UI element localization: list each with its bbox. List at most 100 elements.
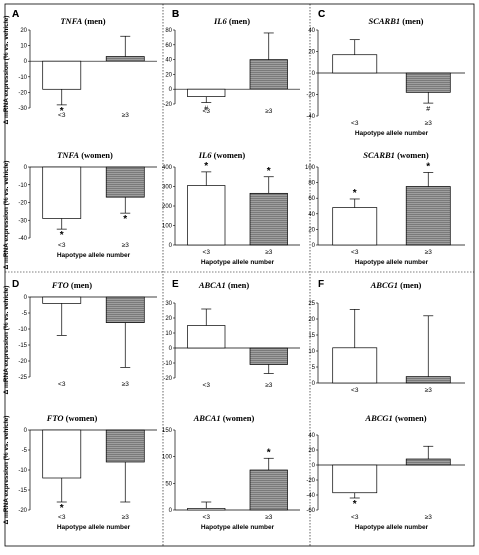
sex-group: (men) <box>227 16 251 26</box>
panel-label-a: A <box>12 9 19 20</box>
y-tick-label: 40 <box>165 58 172 64</box>
chart-panel-7: -25 -20 -15 -10 -5 0 <3 ≥3 FTO (men) D <box>12 279 157 388</box>
y-tick-label: 20 <box>165 316 172 322</box>
y-tick-label: -30 <box>18 106 27 112</box>
figure-frame <box>4 3 475 547</box>
panel-label-b: B <box>172 9 179 20</box>
bar-lt3 <box>187 325 226 349</box>
y-tick-label: -20 <box>18 359 27 365</box>
chart-panel-1: -30 -20 -10 0 10 20 *<3 ≥3 TNFA (men) A <box>12 9 157 119</box>
sex-group: (women) <box>221 413 255 423</box>
gene-name: TNFA <box>57 150 79 160</box>
x-axis-label: Hapotype allele number <box>57 524 131 531</box>
bar-lt3 <box>187 88 226 97</box>
x-axis-label: Hapotype allele number <box>355 130 429 137</box>
bar-ge3 <box>105 296 145 323</box>
gene-name: FTO <box>46 413 64 423</box>
sex-group: (women) <box>211 150 245 160</box>
y-tick-label: -20 <box>18 508 27 514</box>
y-tick-label: 0 <box>169 87 173 93</box>
y-tick-label: -10 <box>163 361 172 367</box>
chart-title: ABCA1 (women) <box>193 413 255 423</box>
y-tick-label: -25 <box>18 375 27 381</box>
y-tick-label: 0 <box>169 508 173 514</box>
significance-marker: * <box>60 503 64 514</box>
category-label: <3 <box>351 387 359 394</box>
y-tick-label: -10 <box>18 183 27 189</box>
y-tick-label: 40 <box>308 28 315 34</box>
y-axis-label: Δ mRNA expression (% vs. vehicle) <box>3 161 10 270</box>
category-label: ≥3 <box>425 249 433 256</box>
category-label: <3 <box>351 514 359 521</box>
y-tick-label: 100 <box>162 455 173 461</box>
category-label: <3 <box>203 382 211 389</box>
chart-title: FTO (men) <box>51 280 92 290</box>
bar-lt3 <box>187 185 226 246</box>
panel-label-a: A <box>12 9 19 20</box>
y-tick-label: -30 <box>18 218 27 224</box>
significance-marker: * <box>267 447 271 458</box>
sex-group: (women) <box>395 150 429 160</box>
category-label: ≥3 <box>122 242 130 249</box>
y-tick-label: 15 <box>308 333 315 339</box>
significance-marker: * <box>426 161 430 172</box>
gene-name: ABCG1 <box>364 413 392 423</box>
category-label: ≥3 <box>265 514 273 521</box>
chart-panel-3: -40 -20 0 20 40 <3 # ≥3 Hapotype allele number SC… <box>306 9 465 137</box>
y-tick-label: -5 <box>22 448 28 454</box>
y-tick-label: -40 <box>306 493 315 499</box>
chart-title: TNFA (men) <box>60 16 105 26</box>
y-tick-label: -20 <box>18 201 27 207</box>
chart-panel-9: 0 5 10 15 20 25 <3 ≥3 ABCG1 (men) F <box>308 279 465 394</box>
y-tick-label: 20 <box>308 317 315 323</box>
category-label: <3 <box>58 381 66 388</box>
bar-ge3 <box>249 59 288 90</box>
y-tick-label: 5 <box>312 365 316 371</box>
bar-ge3 <box>105 429 145 463</box>
y-tick-label: 80 <box>308 181 315 187</box>
y-tick-label: -15 <box>18 488 27 494</box>
bar-ge3 <box>105 166 145 198</box>
bar-lt3 <box>42 60 82 90</box>
category-label: <3 <box>203 108 211 115</box>
sex-group: (women) <box>64 413 98 423</box>
y-tick-label: 10 <box>308 349 315 355</box>
chart-title: TNFA (women) <box>57 150 113 160</box>
y-tick-label: 0 <box>169 243 173 249</box>
y-tick-label: -20 <box>163 102 172 108</box>
significance-marker: * <box>60 230 64 241</box>
significance-marker: * <box>353 188 357 199</box>
sex-group: (men) <box>69 280 93 290</box>
sex-group: (women) <box>79 150 113 160</box>
gene-name: SCARB1 <box>363 150 395 160</box>
category-label: ≥3 <box>265 382 273 389</box>
y-tick-label: -20 <box>306 478 315 484</box>
chart-panel-10: -20 -15 -10 -5 0 *<3 ≥3 Hapotype allele number F… <box>18 413 157 531</box>
panel-label-c: C <box>318 9 325 20</box>
y-axis-label: Δ mRNA expression (% vs. vehicle) <box>3 286 10 395</box>
sex-group: (men) <box>400 16 424 26</box>
category-label: ≥3 <box>265 249 273 256</box>
y-tick-label: -10 <box>18 75 27 81</box>
panel-label-c: C <box>318 9 325 20</box>
category-label: <3 <box>203 249 211 256</box>
y-tick-label: 40 <box>308 212 315 218</box>
y-tick-label: -10 <box>18 327 27 333</box>
y-tick-label: 100 <box>305 165 316 171</box>
bar-lt3 <box>332 347 378 384</box>
sex-group: (men) <box>398 280 422 290</box>
y-tick-label: 0 <box>24 428 28 434</box>
y-tick-label: 0 <box>312 243 316 249</box>
bar-ge3 <box>105 56 145 62</box>
chart-panel-11: 0 50 100 150 <3 * ≥3 Hapotype allele number ABCA… <box>162 413 300 531</box>
category-label: <3 <box>58 514 66 521</box>
y-tick-label: 0 <box>24 59 28 65</box>
x-axis-label: Hapotype allele number <box>355 524 429 531</box>
sex-group: (men) <box>226 280 250 290</box>
panel-label-d: D <box>12 279 19 290</box>
category-label: ≥3 <box>425 514 433 521</box>
category-label: ≥3 <box>425 120 433 127</box>
y-tick-label: -10 <box>18 468 27 474</box>
